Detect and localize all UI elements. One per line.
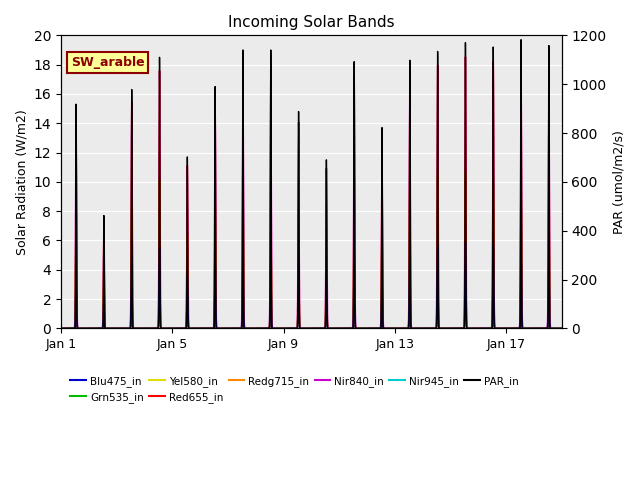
- Title: Incoming Solar Bands: Incoming Solar Bands: [228, 15, 395, 30]
- Legend: Blu475_in, Grn535_in, Yel580_in, Red655_in, Redg715_in, Nir840_in, Nir945_in, PA: Blu475_in, Grn535_in, Yel580_in, Red655_…: [66, 372, 523, 407]
- Y-axis label: Solar Radiation (W/m2): Solar Radiation (W/m2): [15, 109, 28, 255]
- Y-axis label: PAR (umol/m2/s): PAR (umol/m2/s): [612, 130, 625, 234]
- Text: SW_arable: SW_arable: [71, 56, 145, 69]
